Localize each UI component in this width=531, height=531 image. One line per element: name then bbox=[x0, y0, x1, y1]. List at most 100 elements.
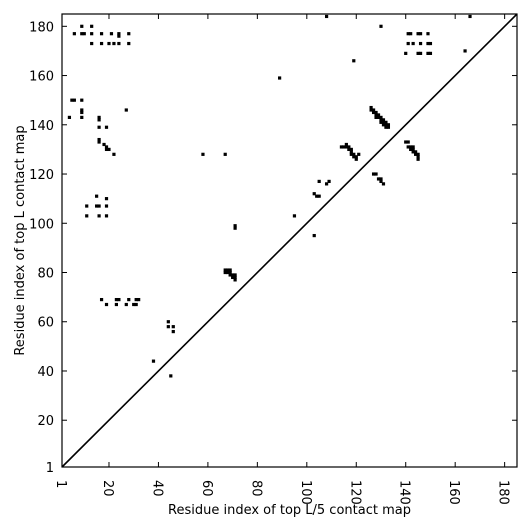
contact-point bbox=[127, 297, 131, 302]
contact-point bbox=[112, 152, 116, 156]
contact-point bbox=[386, 125, 391, 129]
contact-point bbox=[292, 214, 297, 218]
contact-point bbox=[117, 34, 121, 38]
contact-point bbox=[411, 150, 415, 154]
contact-point bbox=[278, 76, 282, 80]
contact-point bbox=[468, 14, 472, 19]
contact-point bbox=[347, 145, 351, 149]
contact-point bbox=[85, 214, 89, 218]
contact-point bbox=[171, 325, 175, 329]
contact-point bbox=[379, 24, 383, 28]
contact-point bbox=[134, 297, 138, 302]
contact-point bbox=[315, 194, 319, 198]
contact-point bbox=[379, 115, 383, 119]
contact-point bbox=[99, 297, 104, 302]
contact-point bbox=[223, 152, 227, 156]
contact-point bbox=[70, 98, 74, 102]
contact-point bbox=[137, 297, 141, 302]
contact-point bbox=[97, 137, 101, 142]
contact-point bbox=[426, 32, 430, 36]
contact-point bbox=[376, 177, 381, 181]
contact-point bbox=[109, 32, 114, 36]
contact-point bbox=[352, 155, 356, 159]
contact-point bbox=[80, 108, 84, 112]
contact-point bbox=[233, 278, 237, 282]
contact-point bbox=[327, 179, 331, 184]
contact-point bbox=[428, 41, 433, 46]
contact-point bbox=[233, 226, 237, 230]
contact-point bbox=[354, 157, 358, 161]
y-tick-label: 140 bbox=[29, 119, 54, 134]
contact-point bbox=[72, 32, 76, 36]
x-tick-label: 120 bbox=[347, 480, 362, 505]
contact-point bbox=[369, 105, 373, 110]
contact-point bbox=[223, 270, 227, 275]
y-tick-label: 40 bbox=[37, 365, 54, 380]
contact-point bbox=[414, 152, 418, 156]
contact-point bbox=[124, 302, 128, 307]
contact-point bbox=[381, 123, 386, 127]
contact-point bbox=[228, 268, 232, 272]
contact-point bbox=[418, 32, 423, 36]
x-axis-title: Residue index of top L/5 contact map bbox=[168, 503, 411, 518]
contact-point bbox=[104, 302, 109, 307]
contact-point bbox=[117, 32, 121, 36]
contact-point bbox=[404, 140, 408, 144]
contact-point bbox=[223, 268, 227, 272]
x-axis-ticks: 1 20 40 60 80 100 120 140 160 180 bbox=[53, 14, 511, 505]
x-tick-label: 80 bbox=[248, 480, 263, 497]
contact-point bbox=[226, 270, 230, 275]
contact-point bbox=[97, 115, 101, 119]
x-tick-label: 180 bbox=[496, 480, 511, 505]
contact-point bbox=[228, 273, 232, 277]
contact-point bbox=[134, 302, 138, 307]
contact-point bbox=[107, 147, 111, 152]
contact-point bbox=[416, 152, 420, 156]
contact-point bbox=[72, 98, 76, 102]
x-tick-label: 100 bbox=[298, 480, 313, 505]
contact-point bbox=[349, 150, 353, 154]
contact-point bbox=[371, 172, 376, 176]
contact-point bbox=[414, 150, 418, 154]
contact-point bbox=[406, 140, 410, 144]
contact-point bbox=[151, 359, 156, 363]
contact-point bbox=[67, 115, 72, 119]
contact-point bbox=[95, 204, 99, 208]
contact-point bbox=[112, 41, 116, 46]
contact-point bbox=[127, 41, 131, 46]
x-tick-label: 160 bbox=[446, 480, 461, 505]
plot-frame bbox=[61, 13, 518, 468]
contact-point bbox=[416, 51, 420, 55]
contact-point bbox=[463, 49, 467, 53]
contact-point bbox=[231, 275, 235, 280]
contact-point bbox=[104, 147, 109, 152]
contact-point bbox=[317, 179, 321, 184]
contact-point bbox=[233, 273, 237, 277]
contact-point bbox=[379, 177, 383, 181]
y-tick-label: 180 bbox=[29, 20, 54, 35]
contact-point bbox=[369, 108, 373, 112]
x-tick-label: 20 bbox=[100, 480, 115, 497]
contact-point bbox=[114, 297, 118, 302]
y-tick-label: 80 bbox=[37, 267, 54, 282]
contact-point bbox=[169, 374, 173, 378]
contact-point bbox=[416, 32, 420, 36]
contact-point bbox=[381, 120, 386, 124]
contact-point bbox=[411, 147, 415, 152]
contact-point bbox=[357, 152, 361, 156]
contact-point bbox=[124, 108, 128, 112]
contact-point bbox=[426, 41, 430, 46]
contact-point bbox=[379, 118, 383, 122]
contact-point bbox=[409, 145, 413, 149]
contact-point bbox=[90, 24, 94, 28]
contact-point bbox=[102, 142, 106, 147]
contact-point bbox=[312, 233, 316, 238]
contact-point bbox=[80, 24, 84, 28]
contact-point bbox=[376, 113, 381, 117]
contact-point bbox=[349, 152, 353, 156]
contact-point bbox=[166, 320, 170, 324]
contact-point bbox=[97, 140, 101, 144]
contact-point bbox=[317, 194, 321, 198]
contact-point bbox=[374, 172, 378, 176]
